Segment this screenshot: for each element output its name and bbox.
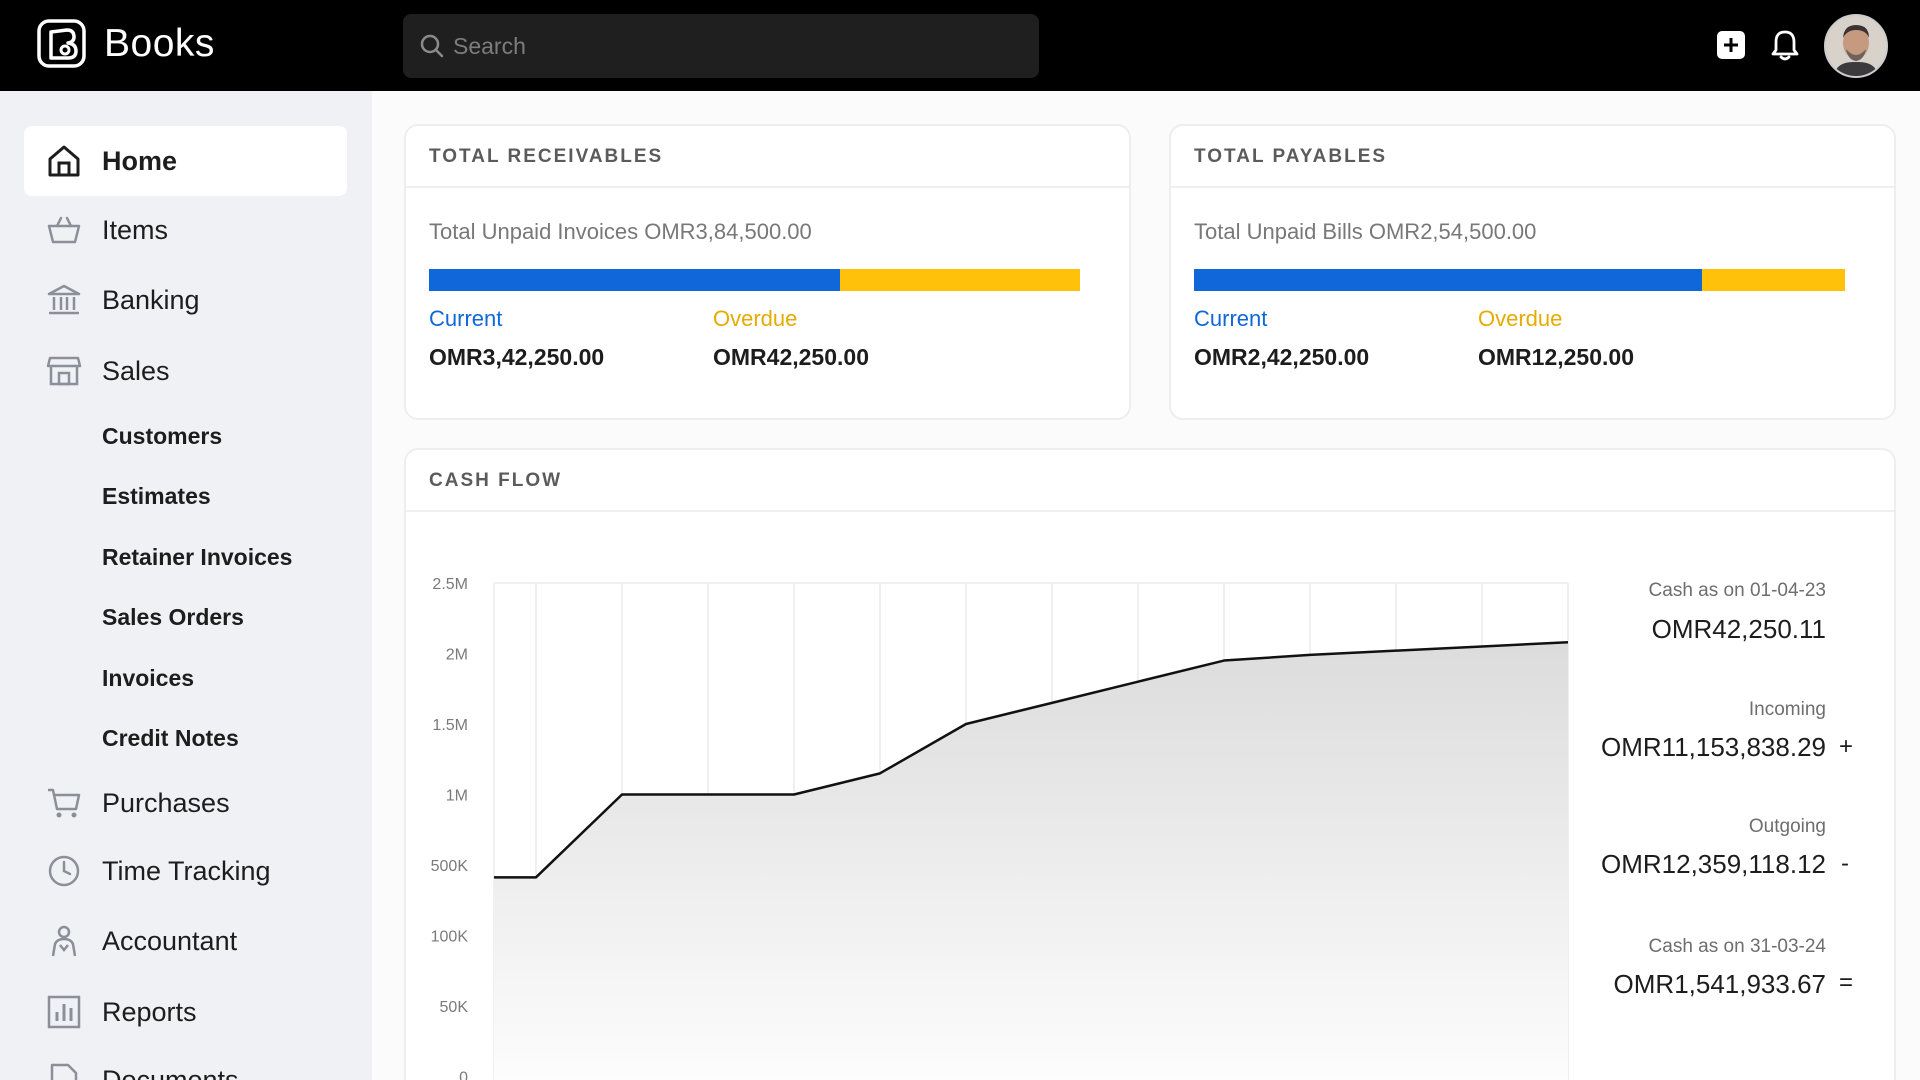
user-avatar[interactable] — [1824, 14, 1888, 78]
opening-cash-caption: Cash as on 01-04-23 — [1648, 580, 1826, 601]
opening-cash-value: OMR42,250.11 — [1651, 614, 1826, 644]
sidebar-subitem-credit-notes[interactable]: Credit Notes — [102, 725, 239, 751]
search-bar[interactable] — [403, 14, 1039, 78]
sidebar-item-reports[interactable]: Reports — [24, 977, 347, 1047]
cash-flow-card: CASH FLOW 2.5M 2M 1.5M 1M 500K 100K 50K 0 Cash … — [404, 448, 1896, 1080]
outgoing-minus-sign: - — [1841, 850, 1849, 877]
y-tick-label: 2M — [446, 647, 468, 664]
payables-overdue-label[interactable]: Overdue — [1478, 306, 1563, 331]
closing-cash-caption: Cash as on 31-03-24 — [1648, 936, 1826, 957]
payables-summary: Total Unpaid Bills OMR2,54,500.00 — [1194, 219, 1537, 244]
books-logo-icon — [37, 19, 86, 68]
sidebar-item-label: Banking — [102, 284, 200, 315]
sidebar-item-label: Items — [102, 214, 169, 245]
payables-overdue-amount: OMR12,250.00 — [1478, 344, 1634, 370]
sidebar-item-documents[interactable]: Documents — [24, 1045, 347, 1080]
add-new-icon[interactable] — [1716, 30, 1746, 60]
card-header: TOTAL PAYABLES — [1171, 126, 1894, 188]
sidebar: Home Items Banking Sales Customers Estim… — [0, 91, 372, 1080]
sidebar-item-time-tracking[interactable]: Time Tracking — [24, 836, 347, 906]
sidebar-item-sales[interactable]: Sales — [24, 336, 347, 406]
cash-flow-summary: Cash as on 01-04-23 OMR42,250.11 Incomin… — [1586, 580, 1826, 1070]
sidebar-item-label: Reports — [102, 996, 197, 1027]
payables-current-amount: OMR2,42,250.00 — [1194, 344, 1370, 370]
cash-flow-title: CASH FLOW — [429, 470, 563, 491]
receivables-overdue-label[interactable]: Overdue — [713, 306, 798, 331]
sidebar-item-home[interactable]: Home — [24, 126, 347, 196]
cart-icon — [48, 788, 81, 818]
y-tick-label: 1M — [446, 788, 468, 805]
sidebar-item-items[interactable]: Items — [24, 195, 347, 265]
y-tick-label: 500K — [431, 858, 469, 875]
notification-bell-icon[interactable] — [1770, 29, 1800, 61]
payables-current-label[interactable]: Current — [1194, 306, 1268, 331]
receivables-summary: Total Unpaid Invoices OMR3,84,500.00 — [429, 219, 812, 244]
card-header: CASH FLOW — [406, 450, 1894, 512]
receivables-current-label[interactable]: Current — [429, 306, 503, 331]
sidebar-subitem-customers[interactable]: Customers — [102, 423, 223, 449]
sidebar-item-accountant[interactable]: Accountant — [24, 906, 347, 976]
sidebar-item-label: Time Tracking — [102, 855, 271, 886]
sidebar-item-label: Purchases — [102, 787, 230, 818]
document-icon — [50, 1063, 78, 1080]
cash-flow-line — [494, 640, 1569, 879]
payables-overdue-segment — [1701, 269, 1845, 291]
cash-flow-area — [494, 642, 1568, 1080]
sidebar-item-purchases[interactable]: Purchases — [24, 768, 347, 838]
payables-current-segment — [1194, 269, 1702, 291]
brand[interactable]: Books — [36, 18, 215, 69]
sidebar-item-label: Sales — [102, 355, 170, 386]
receivables-current-segment — [429, 269, 841, 291]
store-icon — [46, 356, 82, 386]
cash-flow-chart: 2.5M 2M 1.5M 1M 500K 100K 50K 0 — [431, 576, 1569, 1080]
top-bar: Books — [0, 0, 1920, 91]
receivables-current-amount: OMR3,42,250.00 — [429, 344, 605, 370]
receivables-card: TOTAL RECEIVABLES Total Unpaid Invoices … — [404, 124, 1131, 420]
y-tick-label: 50K — [440, 999, 469, 1016]
incoming-caption: Incoming — [1748, 699, 1826, 720]
bar-chart-icon — [47, 995, 81, 1029]
app-name: Books — [104, 21, 215, 65]
search-icon — [420, 34, 444, 58]
payables-card: TOTAL PAYABLES Total Unpaid Bills OMR2,5… — [1169, 124, 1896, 420]
incoming-plus-sign: + — [1839, 733, 1854, 760]
sidebar-item-label: Accountant — [102, 925, 238, 956]
clock-icon — [48, 855, 80, 887]
outgoing-caption: Outgoing — [1748, 816, 1826, 837]
closing-equals-sign: = — [1839, 969, 1854, 996]
receivables-progress-bar — [429, 269, 1080, 291]
sidebar-item-banking[interactable]: Banking — [24, 265, 347, 335]
bank-icon — [47, 284, 81, 315]
payables-progress-bar — [1194, 269, 1845, 291]
receivables-title: TOTAL RECEIVABLES — [429, 146, 664, 167]
sidebar-item-label: Documents — [102, 1064, 239, 1080]
receivables-overdue-amount: OMR42,250.00 — [713, 344, 869, 370]
sidebar-subitem-retainer-invoices[interactable]: Retainer Invoices — [102, 544, 293, 570]
y-tick-label: 2.5M — [432, 576, 468, 593]
payables-title: TOTAL PAYABLES — [1194, 146, 1388, 167]
incoming-value: OMR11,153,838.29 — [1601, 732, 1826, 762]
sidebar-subitem-invoices[interactable]: Invoices — [102, 665, 195, 691]
sidebar-item-label: Home — [102, 145, 178, 176]
search-input[interactable] — [453, 14, 1023, 78]
home-icon — [48, 145, 80, 177]
person-icon — [51, 925, 77, 957]
outgoing-value: OMR12,359,118.12 — [1601, 849, 1826, 879]
receivables-overdue-segment — [840, 269, 1080, 291]
sidebar-subitem-estimates[interactable]: Estimates — [102, 483, 211, 509]
basket-icon — [47, 216, 81, 244]
card-header: TOTAL RECEIVABLES — [406, 126, 1129, 188]
y-tick-label: 0 — [459, 1070, 468, 1080]
y-tick-label: 1.5M — [432, 717, 468, 734]
closing-cash-value: OMR1,541,933.67 — [1613, 969, 1826, 999]
user-photo-icon — [1826, 16, 1886, 76]
y-tick-label: 100K — [431, 929, 469, 946]
sidebar-subitem-sales-orders[interactable]: Sales Orders — [102, 604, 244, 630]
